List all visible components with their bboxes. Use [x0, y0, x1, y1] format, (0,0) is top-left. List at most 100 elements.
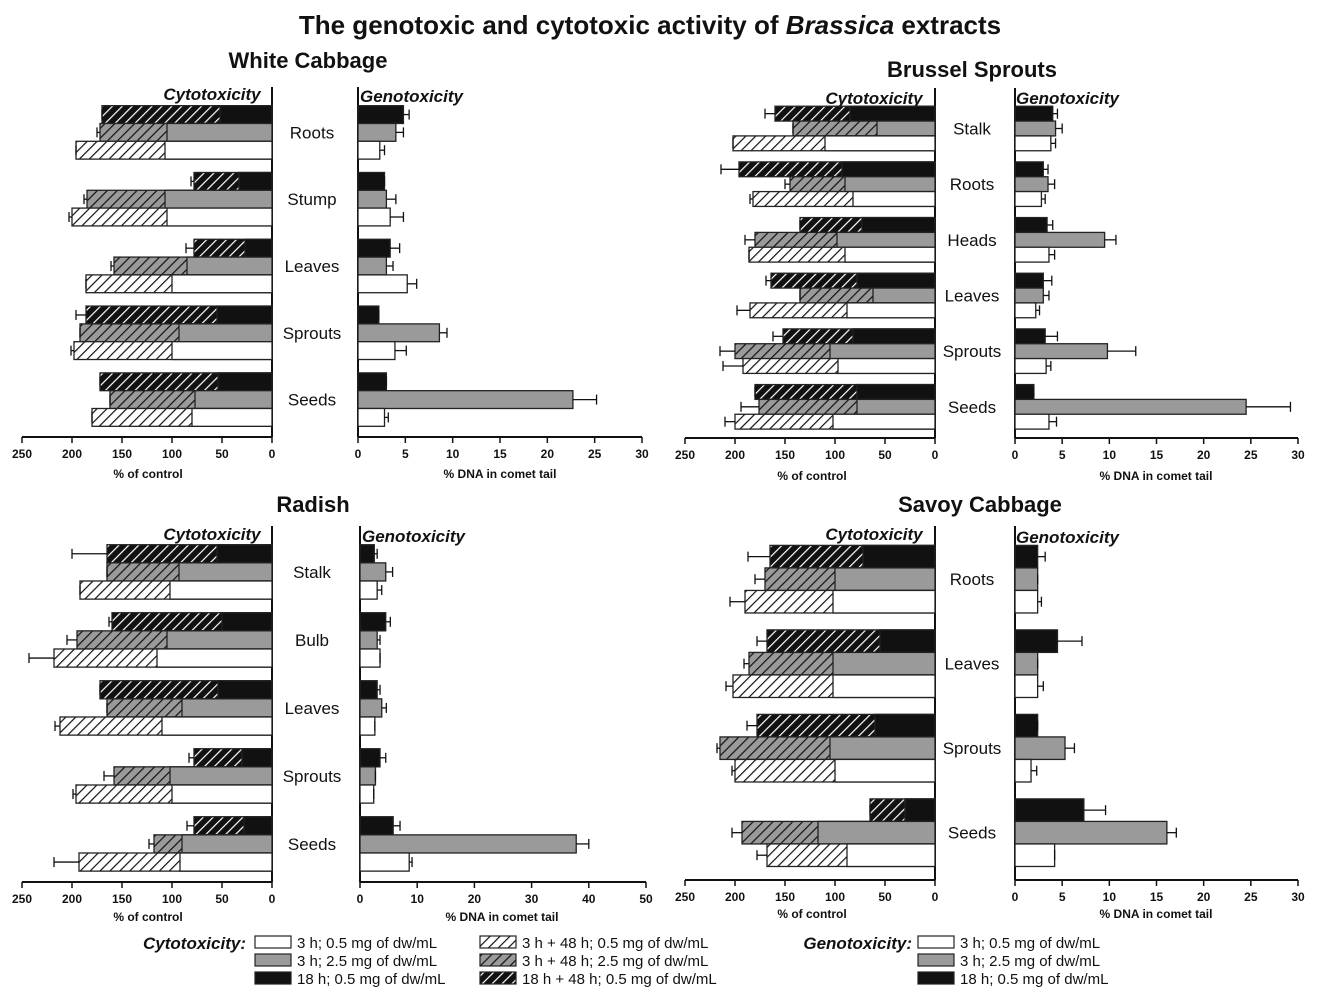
- genotoxicity-label: Genotoxicity: [1016, 89, 1121, 108]
- geno-bar-h3_25: [1014, 736, 1066, 761]
- cyto-bar-m05: [846, 843, 936, 868]
- cytotoxicity-label: Cytotoxicity: [825, 89, 924, 108]
- cyto-bar-m05: [834, 758, 936, 783]
- cyto-tick-label: 0: [269, 447, 276, 461]
- geno-bar-h18: [1014, 272, 1044, 289]
- geno-tick-label: 30: [1291, 448, 1305, 462]
- geno-bar-h3_25: [1014, 287, 1044, 304]
- panel-title: Brussel Sprouts: [887, 57, 1057, 82]
- geno-bar-h18: [357, 305, 380, 325]
- cyto-bar-m25: [844, 176, 936, 193]
- geno-bar-h18: [357, 171, 386, 191]
- cyto-bar-m05: [171, 784, 273, 804]
- cyto-bar-m25: [169, 766, 273, 786]
- geno-bar-h3_25: [1014, 120, 1057, 137]
- legend-item-label: 3 h; 0.5 mg of dw/mL: [297, 935, 437, 952]
- geno-bar-h3_05: [359, 716, 376, 736]
- panel-title: White Cabbage: [229, 48, 388, 73]
- cyto-bar-r18: [862, 544, 936, 569]
- cyto-bar-m25: [832, 651, 936, 676]
- cyto-bar-m25: [194, 390, 273, 410]
- category-label: Leaves: [945, 286, 1000, 305]
- cyto-tick-label: 50: [215, 892, 229, 906]
- geno-bar-h18: [1014, 798, 1085, 823]
- legend-swatch: [254, 971, 292, 985]
- geno-tick-label: 0: [357, 892, 364, 906]
- geno-tick-label: 5: [402, 447, 409, 461]
- geno-bar-h3_25: [1014, 176, 1049, 193]
- geno-tick-label: 10: [446, 447, 460, 461]
- category-label: Seeds: [948, 398, 996, 417]
- cyto-bar-r18: [244, 238, 273, 258]
- geno-tick-label: 30: [525, 892, 539, 906]
- cyto-tick-label: 0: [269, 892, 276, 906]
- genotoxicity-label: Genotoxicity: [1016, 528, 1121, 547]
- geno-bar-h3_25: [1014, 343, 1109, 360]
- cyto-axis-title: % of control: [113, 467, 182, 481]
- cyto-bar-r18: [243, 816, 273, 836]
- cyto-tick-label: 150: [112, 892, 132, 906]
- cyto-tick-label: 100: [162, 892, 182, 906]
- cyto-bar-m05: [156, 648, 273, 668]
- cyto-bar-m25: [872, 287, 936, 304]
- cyto-bar-m05: [832, 589, 936, 614]
- cyto-bar-m05: [844, 246, 936, 263]
- geno-bar-h18: [357, 105, 405, 125]
- geno-tick-label: 25: [1244, 890, 1258, 904]
- legend-swatch: [479, 971, 517, 985]
- cyto-bar-r18: [861, 216, 936, 234]
- geno-bar-h3_05: [357, 140, 381, 160]
- geno-bar-h3_25: [1014, 231, 1106, 248]
- cyto-bar-m25: [834, 567, 936, 592]
- legend-swatch: [254, 953, 292, 967]
- legend-item-label: 18 h + 48 h; 0.5 mg of dw/mL: [522, 971, 717, 988]
- geno-bar-h18: [359, 680, 378, 700]
- legend-item-label: 3 h; 2.5 mg of dw/mL: [960, 953, 1100, 970]
- category-label: Roots: [950, 175, 994, 194]
- geno-bar-h18: [1014, 105, 1054, 122]
- geno-bar-h3_05: [1014, 758, 1032, 783]
- cyto-tick-label: 200: [725, 890, 745, 904]
- geno-bar-h3_05: [359, 580, 378, 600]
- cyto-bar-r18: [241, 748, 273, 768]
- cyto-bar-m05: [191, 407, 273, 427]
- geno-tick-label: 15: [493, 447, 507, 461]
- geno-bar-h18: [1014, 544, 1039, 569]
- geno-bar-h3_25: [1014, 567, 1039, 592]
- cyto-tick-label: 100: [825, 448, 845, 462]
- cyto-bar-m05: [171, 341, 273, 361]
- cyto-bar-m05: [169, 580, 273, 600]
- cyto-tick-label: 200: [62, 892, 82, 906]
- geno-bar-h3_25: [359, 698, 383, 718]
- geno-bar-h18: [1014, 713, 1039, 738]
- geno-bar-h3_05: [359, 784, 375, 804]
- geno-bar-h3_25: [359, 834, 577, 854]
- geno-tick-label: 20: [541, 447, 555, 461]
- category-label: Leaves: [285, 699, 340, 718]
- geno-bar-h3_05: [357, 207, 391, 227]
- category-label: Sprouts: [943, 739, 1002, 758]
- legend-swatch: [917, 953, 955, 967]
- legend-item-label: 3 h + 48 h; 2.5 mg of dw/mL: [522, 953, 708, 970]
- cyto-bar-r18: [217, 372, 273, 392]
- cyto-tick-label: 50: [215, 447, 229, 461]
- cyto-tick-label: 100: [825, 890, 845, 904]
- panel-title: Savoy Cabbage: [898, 492, 1062, 517]
- geno-bar-h3_05: [1014, 246, 1050, 263]
- geno-bar-h3_25: [357, 390, 574, 410]
- geno-bar-h3_05: [1014, 135, 1052, 152]
- cyto-bar-m05: [161, 716, 273, 736]
- category-label: Sprouts: [283, 324, 342, 343]
- cyto-bar-r18: [904, 798, 936, 823]
- geno-bar-h3_05: [1014, 302, 1037, 319]
- cyto-axis-title: % of control: [777, 469, 846, 483]
- cyto-bar-r18: [217, 680, 273, 700]
- cytotoxicity-label: Cytotoxicity: [825, 525, 924, 544]
- cyto-tick-label: 0: [932, 448, 939, 462]
- geno-bar-h18: [1014, 216, 1048, 234]
- geno-bar-h3_05: [1014, 190, 1043, 208]
- category-label: Leaves: [945, 655, 1000, 674]
- legend-geno-title: Genotoxicity:: [803, 934, 912, 953]
